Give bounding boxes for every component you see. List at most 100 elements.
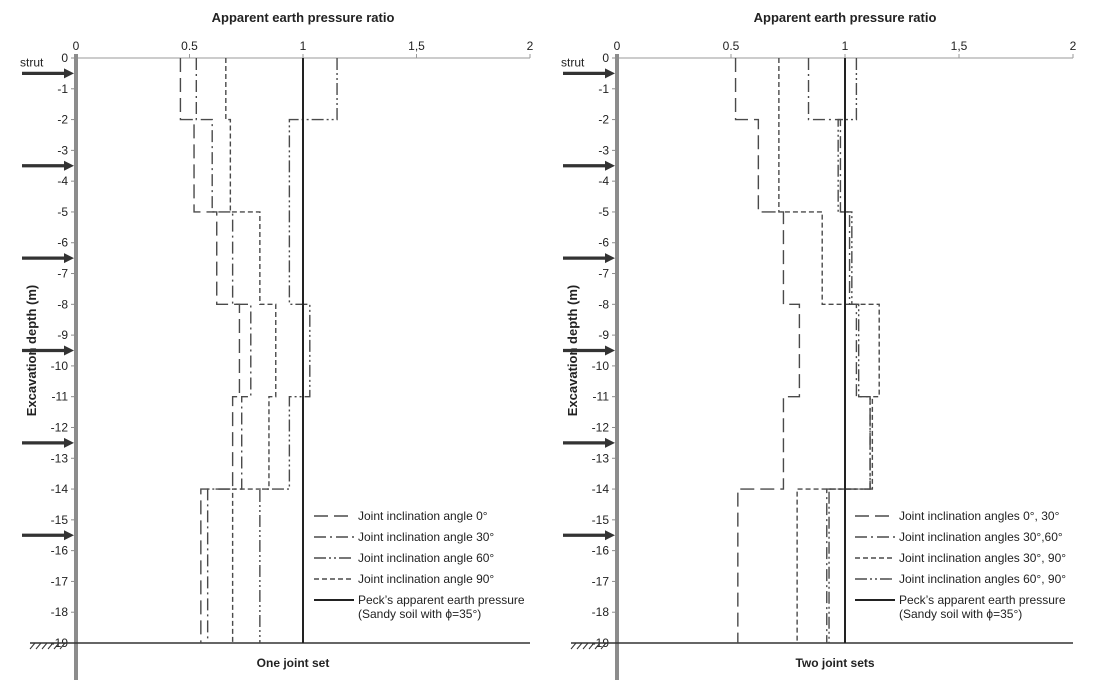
y-tick-label: -3 [57,143,68,157]
hatch-mark [594,642,601,650]
x-tick-label: 0.5 [723,39,740,53]
y-tick-label: 0 [602,51,609,65]
series-line [828,58,871,643]
strut-arrow-head [605,253,615,264]
strut-arrow [563,437,615,448]
legend-label: Peck’s apparent earth pressure [358,593,525,607]
strut-arrow [22,68,74,79]
hatch-mark [570,642,577,650]
legend-label-line2: (Sandy soil with ϕ=35°) [358,607,481,621]
legend-item: Joint inclination angle 30° [314,530,494,544]
ground-hatch [29,642,66,650]
y-tick-label: -11 [593,390,610,404]
series-3 [259,58,338,643]
strut-arrow [563,530,615,541]
y-tick-label: -1 [57,82,68,96]
y-tick-label: -17 [51,574,69,588]
hatch-mark [59,642,66,650]
x-axis-title: Apparent earth pressure ratio [212,10,395,25]
x-tick-label: 0 [73,39,80,53]
strut-arrow [563,253,615,264]
y-tick-label: -10 [51,359,69,373]
y-tick-label: 0 [61,51,68,65]
x-tick-label: 0.5 [181,39,198,53]
y-tick-label: -15 [51,513,69,527]
hatch-mark [600,642,607,650]
y-tick-label: -9 [57,328,68,342]
series-2 [807,58,871,643]
strut-arrow-head [605,160,615,171]
strut-arrow [22,160,74,171]
series-2 [195,58,252,643]
y-tick-label: -17 [592,574,610,588]
strut-arrow-head [605,68,615,79]
strut-arrow-head [605,345,615,356]
y-tick-label: -10 [592,359,610,373]
strut-arrow-head [64,68,74,79]
strut-arrow-head [64,530,74,541]
legend-label: Joint inclination angle 30° [358,530,494,544]
legend-item: Joint inclination angles 60°, 90° [855,572,1066,586]
y-tick-label: -8 [57,297,68,311]
x-tick-label: 0 [614,39,621,53]
y-tick-label: -2 [598,113,609,127]
y-tick-label: -12 [592,420,610,434]
series-3 [778,58,880,643]
y-tick-label: -6 [598,236,609,250]
series-4 [828,58,871,643]
y-tick-label: -18 [592,605,610,619]
series-line [225,58,277,643]
strut-arrow-head [64,253,74,264]
series-line [778,58,880,643]
hatch-mark [588,642,595,650]
hatch-mark [35,642,42,650]
strut-label: strut [561,55,585,69]
y-tick-label: -13 [51,451,69,465]
y-tick-label: -4 [57,174,68,188]
y-tick-label: -18 [51,605,69,619]
legend: Joint inclination angles 0°, 30° Joint in… [855,509,1066,621]
chart-panel-one-joint-set: 0 0.5 1 1,5 2 Apparent earth pressure ratio 0 -… [20,10,534,680]
legend-label: Peck’s apparent earth pressure [899,593,1066,607]
legend-item: Joint inclination angles 0°, 30° [855,509,1060,523]
series-4 [225,58,277,643]
y-tick-label: -1 [598,82,609,96]
x-tick-label: 1,5 [951,39,968,53]
strut-arrow-head [64,160,74,171]
legend-item: Peck’s apparent earth pressure(Sandy soi… [855,593,1066,621]
legend-label: Joint inclination angles 30°, 90° [899,551,1066,565]
panel-title: One joint set [257,656,330,670]
y-tick-label: -15 [592,513,610,527]
legend-item: Joint inclination angles 30°,60° [855,530,1063,544]
y-tick-label: -16 [592,544,610,558]
strut-label: strut [20,55,44,69]
y-tick-label: -4 [598,174,609,188]
y-tick-label: -12 [51,420,69,434]
legend-label: Joint inclination angle 60° [358,551,494,565]
legend: Joint inclination angle 0° Joint inclinat… [314,509,525,621]
strut-arrow-head [64,345,74,356]
x-tick-label: 1,5 [408,39,425,53]
hatch-mark [41,642,48,650]
legend-item: Joint inclination angle 60° [314,551,494,565]
legend-label: Joint inclination angle 0° [358,509,488,523]
series-line [734,58,801,643]
chart-panel-two-joint-sets: 0 0.5 1 1,5 2 Apparent earth pressure ratio 0 -… [561,10,1077,680]
hatch-mark [582,642,589,650]
strut-arrow [563,160,615,171]
y-tick-label: -8 [598,297,609,311]
strut-arrow [22,437,74,448]
x-tick-label: 1 [300,39,307,53]
legend-item: Peck’s apparent earth pressure(Sandy soi… [314,593,525,621]
y-tick-label: -14 [51,482,69,496]
x-tick-label: 1 [842,39,849,53]
y-tick-label: -7 [598,267,609,281]
y-tick-label: -3 [598,143,609,157]
strut-arrow-head [605,530,615,541]
y-tick-label: -14 [592,482,610,496]
legend-label: Joint inclination angles 30°,60° [899,530,1063,544]
y-tick-label: -5 [57,205,68,219]
legend-label: Joint inclination angle 90° [358,572,494,586]
